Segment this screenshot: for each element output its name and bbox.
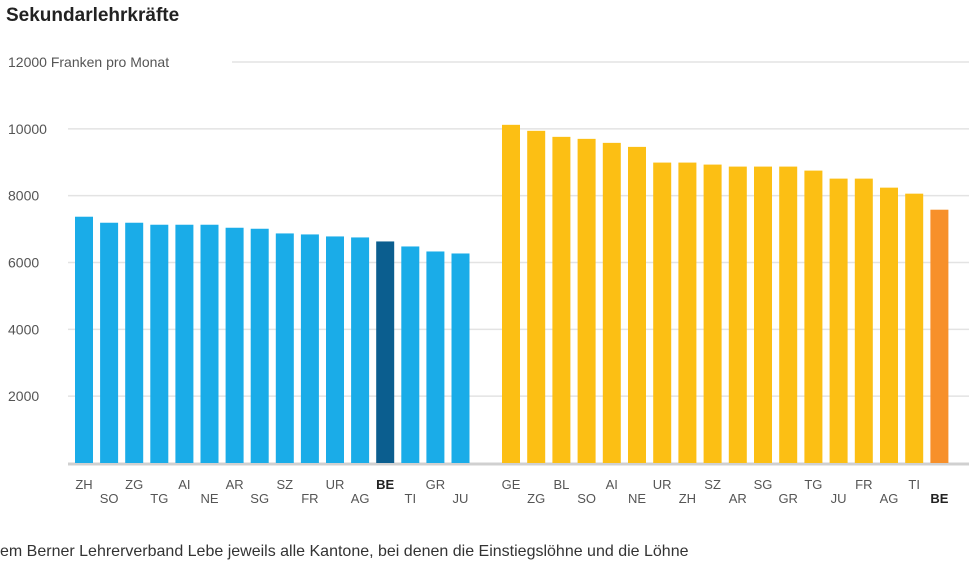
bar-ur bbox=[326, 236, 344, 463]
x-tick-label: GE bbox=[502, 477, 521, 492]
x-tick-label: JU bbox=[831, 491, 847, 506]
y-tick-label: 8000 bbox=[8, 188, 39, 204]
bar-zg bbox=[125, 222, 144, 463]
bar-so bbox=[577, 138, 596, 463]
x-tick-label: GR bbox=[426, 477, 446, 492]
x-tick-label: NE bbox=[628, 491, 646, 506]
x-tick-label: TI bbox=[908, 477, 920, 492]
x-tick-label: FR bbox=[855, 477, 872, 492]
bar-ne bbox=[628, 146, 646, 463]
bar-so bbox=[100, 222, 119, 463]
x-tick-label: SO bbox=[100, 491, 119, 506]
x-tick-label: SG bbox=[754, 477, 773, 492]
y-tick-label: 4000 bbox=[8, 321, 39, 337]
x-tick-label: UR bbox=[326, 477, 345, 492]
y-tick-label: 10000 bbox=[8, 121, 47, 137]
bar-ge bbox=[502, 124, 520, 463]
bar-sg bbox=[250, 228, 269, 463]
bar-fr bbox=[854, 178, 873, 464]
bar-tg bbox=[150, 224, 169, 463]
bar-fr bbox=[300, 234, 319, 463]
x-tick-label: FR bbox=[301, 491, 318, 506]
bar-ju bbox=[829, 178, 848, 464]
bar-gr bbox=[426, 251, 445, 463]
bar-ju bbox=[451, 253, 470, 463]
x-tick-label: TG bbox=[804, 477, 822, 492]
bar-ti bbox=[905, 193, 924, 463]
bar-ur bbox=[653, 162, 672, 463]
x-tick-label: AI bbox=[606, 477, 618, 492]
x-tick-label: AG bbox=[880, 491, 899, 506]
bar-bl bbox=[552, 136, 571, 463]
y-tick-label: 6000 bbox=[8, 255, 39, 271]
x-tick-label: BL bbox=[553, 477, 569, 492]
bar-ne bbox=[200, 224, 219, 463]
bar-zg bbox=[527, 130, 546, 464]
x-tick-label: AI bbox=[178, 477, 190, 492]
x-tick-label: SZ bbox=[276, 477, 293, 492]
x-tick-label: AR bbox=[729, 491, 747, 506]
bar-ar bbox=[225, 227, 244, 463]
x-tick-label: TI bbox=[405, 491, 417, 506]
x-tick-label: SG bbox=[250, 491, 269, 506]
x-tick-label: TG bbox=[150, 491, 168, 506]
x-tick-label: UR bbox=[653, 477, 672, 492]
x-tick-label: ZG bbox=[527, 491, 545, 506]
bar-sz bbox=[703, 164, 722, 463]
bar-be bbox=[376, 241, 395, 463]
bar-be bbox=[930, 209, 949, 463]
chart-title: Sekundarlehrkräfte bbox=[6, 5, 179, 26]
footnote: em Berner Lehrerverband Lebe jeweils all… bbox=[0, 543, 689, 560]
x-tick-label: BE bbox=[376, 477, 394, 492]
bar-tg bbox=[804, 170, 823, 463]
x-tick-label: AG bbox=[351, 491, 370, 506]
x-tick-label: ZH bbox=[679, 491, 696, 506]
x-tick-label: GR bbox=[778, 491, 798, 506]
bar-ag bbox=[351, 237, 370, 463]
x-tick-label: SZ bbox=[704, 477, 721, 492]
bar-ar bbox=[728, 166, 747, 463]
x-tick-label: NE bbox=[200, 491, 218, 506]
bar-zh bbox=[75, 216, 93, 463]
y-tick-label: 2000 bbox=[8, 388, 39, 404]
bar-gr bbox=[779, 166, 798, 463]
bar-sz bbox=[275, 233, 294, 463]
x-tick-label: BE bbox=[930, 491, 948, 506]
x-tick-label: JU bbox=[453, 491, 469, 506]
bar-ai bbox=[602, 142, 621, 463]
x-tick-label: SO bbox=[577, 491, 596, 506]
x-tick-label: ZG bbox=[125, 477, 143, 492]
bar-ti bbox=[401, 246, 420, 463]
bar-ai bbox=[175, 224, 194, 463]
bar-ag bbox=[880, 187, 898, 463]
bar-zh bbox=[678, 162, 697, 463]
x-tick-label: ZH bbox=[75, 477, 92, 492]
x-tick-label: AR bbox=[226, 477, 244, 492]
bar-sg bbox=[754, 166, 772, 463]
y-tick-label: 12000 Franken pro Monat bbox=[8, 54, 169, 70]
